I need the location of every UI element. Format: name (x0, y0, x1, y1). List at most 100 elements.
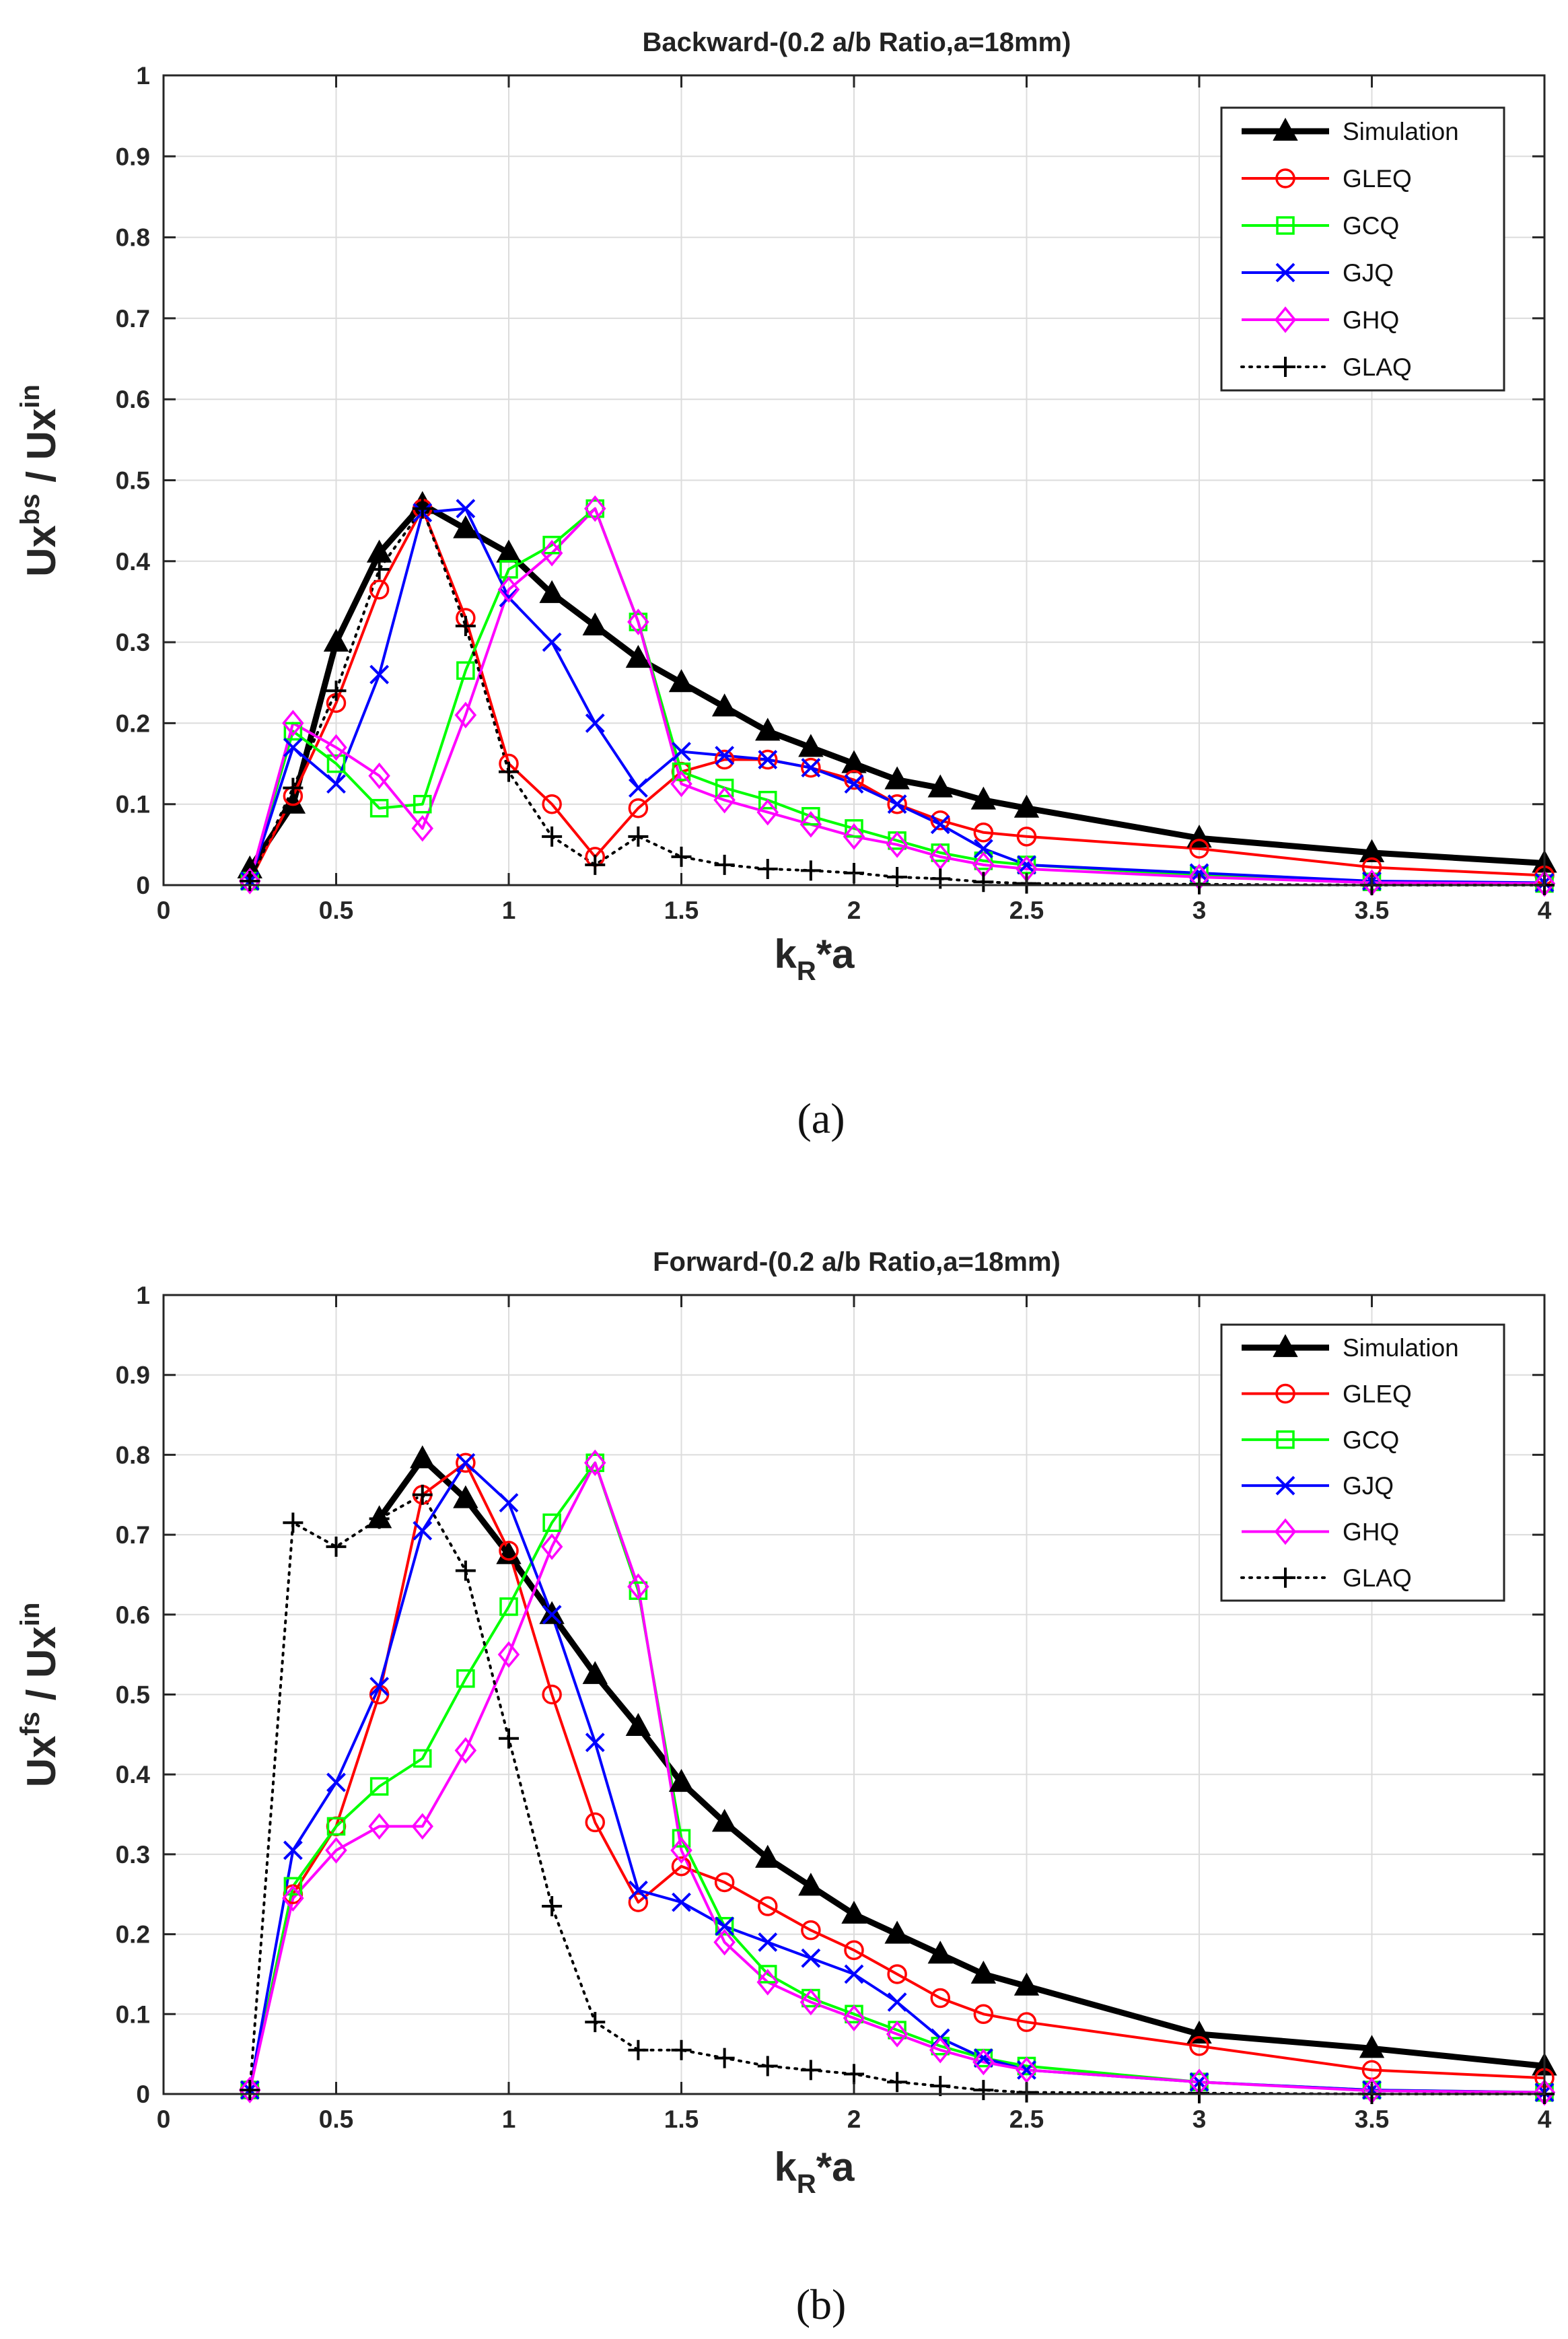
legend-label: GHQ (1343, 1518, 1399, 1546)
data-point-gcq (715, 1916, 734, 1936)
data-point-gjq (844, 1964, 864, 1984)
data-point-ghq (282, 1885, 304, 1912)
data-point-simulation (711, 1809, 738, 1832)
legend-entry-ghq: GHQ (1242, 1518, 1399, 1546)
data-point-glaq (628, 826, 649, 847)
data-point-gcq (456, 661, 475, 680)
data-point-ghq (282, 709, 304, 737)
data-point-gleq (628, 798, 649, 818)
series-markers-simulation (366, 1445, 1557, 2076)
data-point-ghq (368, 1813, 390, 1840)
data-point-glaq (240, 870, 260, 891)
data-point-gjq (499, 588, 519, 608)
data-point-gleq (973, 2004, 994, 2025)
data-point-simulation (755, 718, 781, 741)
data-point-gleq (714, 1872, 735, 1893)
data-point-gleq (1189, 839, 1209, 859)
y-axis-label: Uxbs / Uxin (15, 384, 64, 577)
data-point-glaq (887, 2072, 908, 2093)
data-point-gjq (283, 1840, 303, 1860)
data-point-simulation (755, 1844, 781, 1868)
data-point-gleq (542, 1684, 562, 1705)
y-tick-label: 0.9 (116, 143, 150, 170)
data-point-glaq (671, 846, 692, 867)
data-point-ghq (238, 868, 261, 895)
legend-box (1220, 1323, 1505, 1602)
data-point-gleq (887, 794, 907, 814)
series-markers-simulation (237, 491, 1557, 878)
y-tick-label: 0.5 (116, 467, 150, 495)
data-point-simulation (668, 1768, 694, 1792)
data-point-simulation (668, 669, 694, 693)
data-point-gcq (413, 1749, 432, 1768)
y-tick-label: 0.4 (116, 1761, 151, 1788)
x-tick-label: 1 (502, 897, 516, 924)
data-point-gjq (456, 1453, 476, 1473)
legend-marker (1275, 168, 1295, 188)
x-label-sub: R (797, 2169, 816, 2199)
legend: Simulation GLEQ GCQ GJQ GHQ GLAQ (1220, 1323, 1505, 1602)
y-tick-label: 0 (136, 872, 150, 899)
data-point-gjq (456, 499, 476, 519)
y-tick-label: 0.2 (116, 709, 150, 737)
data-point-ghq (454, 701, 477, 729)
data-point-ghq (799, 811, 822, 838)
data-point-gcq (672, 1829, 691, 1848)
series-line-gjq (248, 507, 1545, 884)
data-point-simulation (625, 1712, 651, 1736)
legend-entry-gleq: GLEQ (1242, 1381, 1412, 1408)
data-point-glaq (714, 2048, 735, 2068)
legend-entry-ghq: GHQ (1242, 306, 1399, 334)
data-point-glaq (412, 1484, 433, 1505)
data-point-glaq (283, 1512, 304, 1533)
legend-label: Simulation (1343, 118, 1459, 145)
data-point-gcq (801, 806, 820, 826)
series-line-gcq (248, 1461, 1545, 2094)
data-point-ghq (540, 540, 563, 567)
data-point-gjq (542, 632, 562, 652)
data-point-gcq (369, 1777, 389, 1796)
data-point-simulation (884, 766, 910, 790)
legend-marker (1276, 216, 1295, 235)
data-point-gjq (628, 778, 648, 798)
data-point-glaq (887, 866, 908, 887)
data-point-gcq (326, 754, 346, 773)
data-point-ghq (411, 1813, 434, 1840)
y-label-sup2: in (15, 384, 45, 409)
data-point-ghq (583, 495, 606, 522)
data-point-ghq (627, 608, 649, 635)
legend-label: GLEQ (1343, 165, 1412, 193)
data-point-gjq (973, 2048, 993, 2068)
series-line-gleq (248, 1461, 1545, 2091)
data-point-gjq (672, 742, 691, 761)
x-tick-label: 1 (502, 2105, 516, 2133)
series-markers-ghq (238, 1449, 1556, 2106)
data-point-gjq (1189, 863, 1209, 883)
y-label-sup2: in (15, 1603, 45, 1627)
data-point-gcq (369, 798, 389, 818)
data-point-gcq (542, 1513, 561, 1533)
chart-title: Forward-(0.2 a/b Ratio,a=18mm) (653, 1247, 1061, 1277)
data-point-gcq (672, 762, 691, 781)
data-point-glaq (714, 854, 735, 875)
data-point-gleq (801, 757, 821, 778)
y-label-base1: Ux (19, 1736, 64, 1788)
legend-label: GCQ (1343, 1426, 1399, 1454)
data-point-gjq (758, 1932, 778, 1952)
data-point-simulation (798, 1873, 824, 1896)
data-point-gcq (326, 1817, 346, 1836)
y-tick-label: 0.8 (116, 224, 150, 252)
legend-entry-gjq: GJQ (1242, 1472, 1394, 1500)
data-point-gjq (801, 1948, 821, 1968)
x-tick-label: 2 (847, 897, 861, 924)
data-point-gjq (887, 794, 907, 814)
data-point-gleq (542, 794, 562, 814)
data-point-glaq (326, 1536, 347, 1557)
data-point-glaq (930, 2076, 951, 2097)
data-point-gleq (844, 769, 864, 790)
data-point-gjq (801, 758, 821, 777)
data-point-ghq (929, 843, 952, 870)
data-point-glaq (283, 777, 304, 798)
y-tick-label: 0.4 (116, 548, 151, 575)
data-point-gcq (758, 790, 777, 810)
